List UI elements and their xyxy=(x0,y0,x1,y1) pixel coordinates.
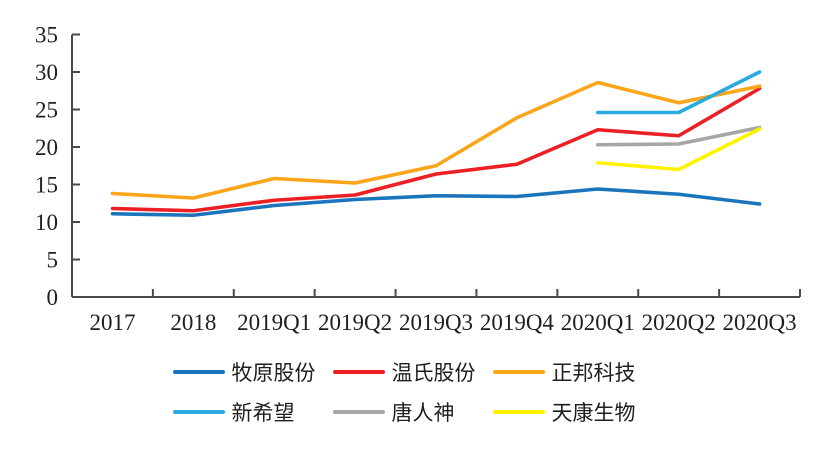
series-line-4 xyxy=(595,125,762,147)
legend-label: 温氏股份 xyxy=(391,360,476,385)
legend-label: 正邦科技 xyxy=(551,360,636,385)
legend-label: 天康生物 xyxy=(551,400,636,425)
x-tick-label: 2019Q3 xyxy=(399,310,473,335)
series-line-1 xyxy=(110,86,762,213)
x-tick-label: 2020Q3 xyxy=(722,310,796,335)
legend-swatch xyxy=(492,409,545,414)
x-tick-label: 2020Q2 xyxy=(642,310,716,335)
legend-item: 温氏股份 xyxy=(332,358,493,385)
legend-item: 正邦科技 xyxy=(492,358,653,385)
x-tick-label: 2018 xyxy=(170,310,216,335)
x-tick-label: 2019Q1 xyxy=(237,310,311,335)
legend-swatch xyxy=(492,369,545,374)
legend-swatch xyxy=(332,409,385,414)
series-line-3 xyxy=(595,70,762,115)
x-tick-label: 2017 xyxy=(89,310,135,335)
y-tick-label: 35 xyxy=(35,23,58,48)
legend-label: 新希望 xyxy=(231,400,295,425)
legend-item: 牧原股份 xyxy=(172,358,333,385)
x-tick-label: 2019Q4 xyxy=(480,310,555,335)
legend-swatch xyxy=(172,409,225,414)
series-line-2 xyxy=(110,80,762,200)
y-tick-label: 30 xyxy=(35,60,58,85)
line-chart: 0 5 10 15 20 25 30 35 2017 2018 2019Q1 2019Q2 2019Q3… xyxy=(35,23,801,335)
legend-label: 唐人神 xyxy=(391,400,455,425)
y-tick-label: 20 xyxy=(35,135,58,160)
x-tick-label: 2019Q2 xyxy=(318,310,392,335)
legend-item: 唐人神 xyxy=(332,398,493,425)
y-tick-label: 5 xyxy=(47,248,59,273)
legend-item: 天康生物 xyxy=(492,398,653,425)
legend-swatch xyxy=(172,369,225,374)
legend-item: 新希望 xyxy=(172,398,333,425)
series-line-5 xyxy=(595,127,762,172)
legend-label: 牧原股份 xyxy=(231,360,316,385)
y-tick-label: 10 xyxy=(35,210,58,235)
chart-legend: 牧原股份 温氏股份 正邦科技新希望 唐人神 天康生物 xyxy=(0,358,825,425)
y-tick-label: 25 xyxy=(35,98,58,123)
series-line-0 xyxy=(110,187,762,218)
y-tick-label: 15 xyxy=(35,173,58,198)
x-tick-label: 2020Q1 xyxy=(561,310,635,335)
y-tick-label: 0 xyxy=(47,285,59,310)
legend-swatch xyxy=(332,369,385,374)
